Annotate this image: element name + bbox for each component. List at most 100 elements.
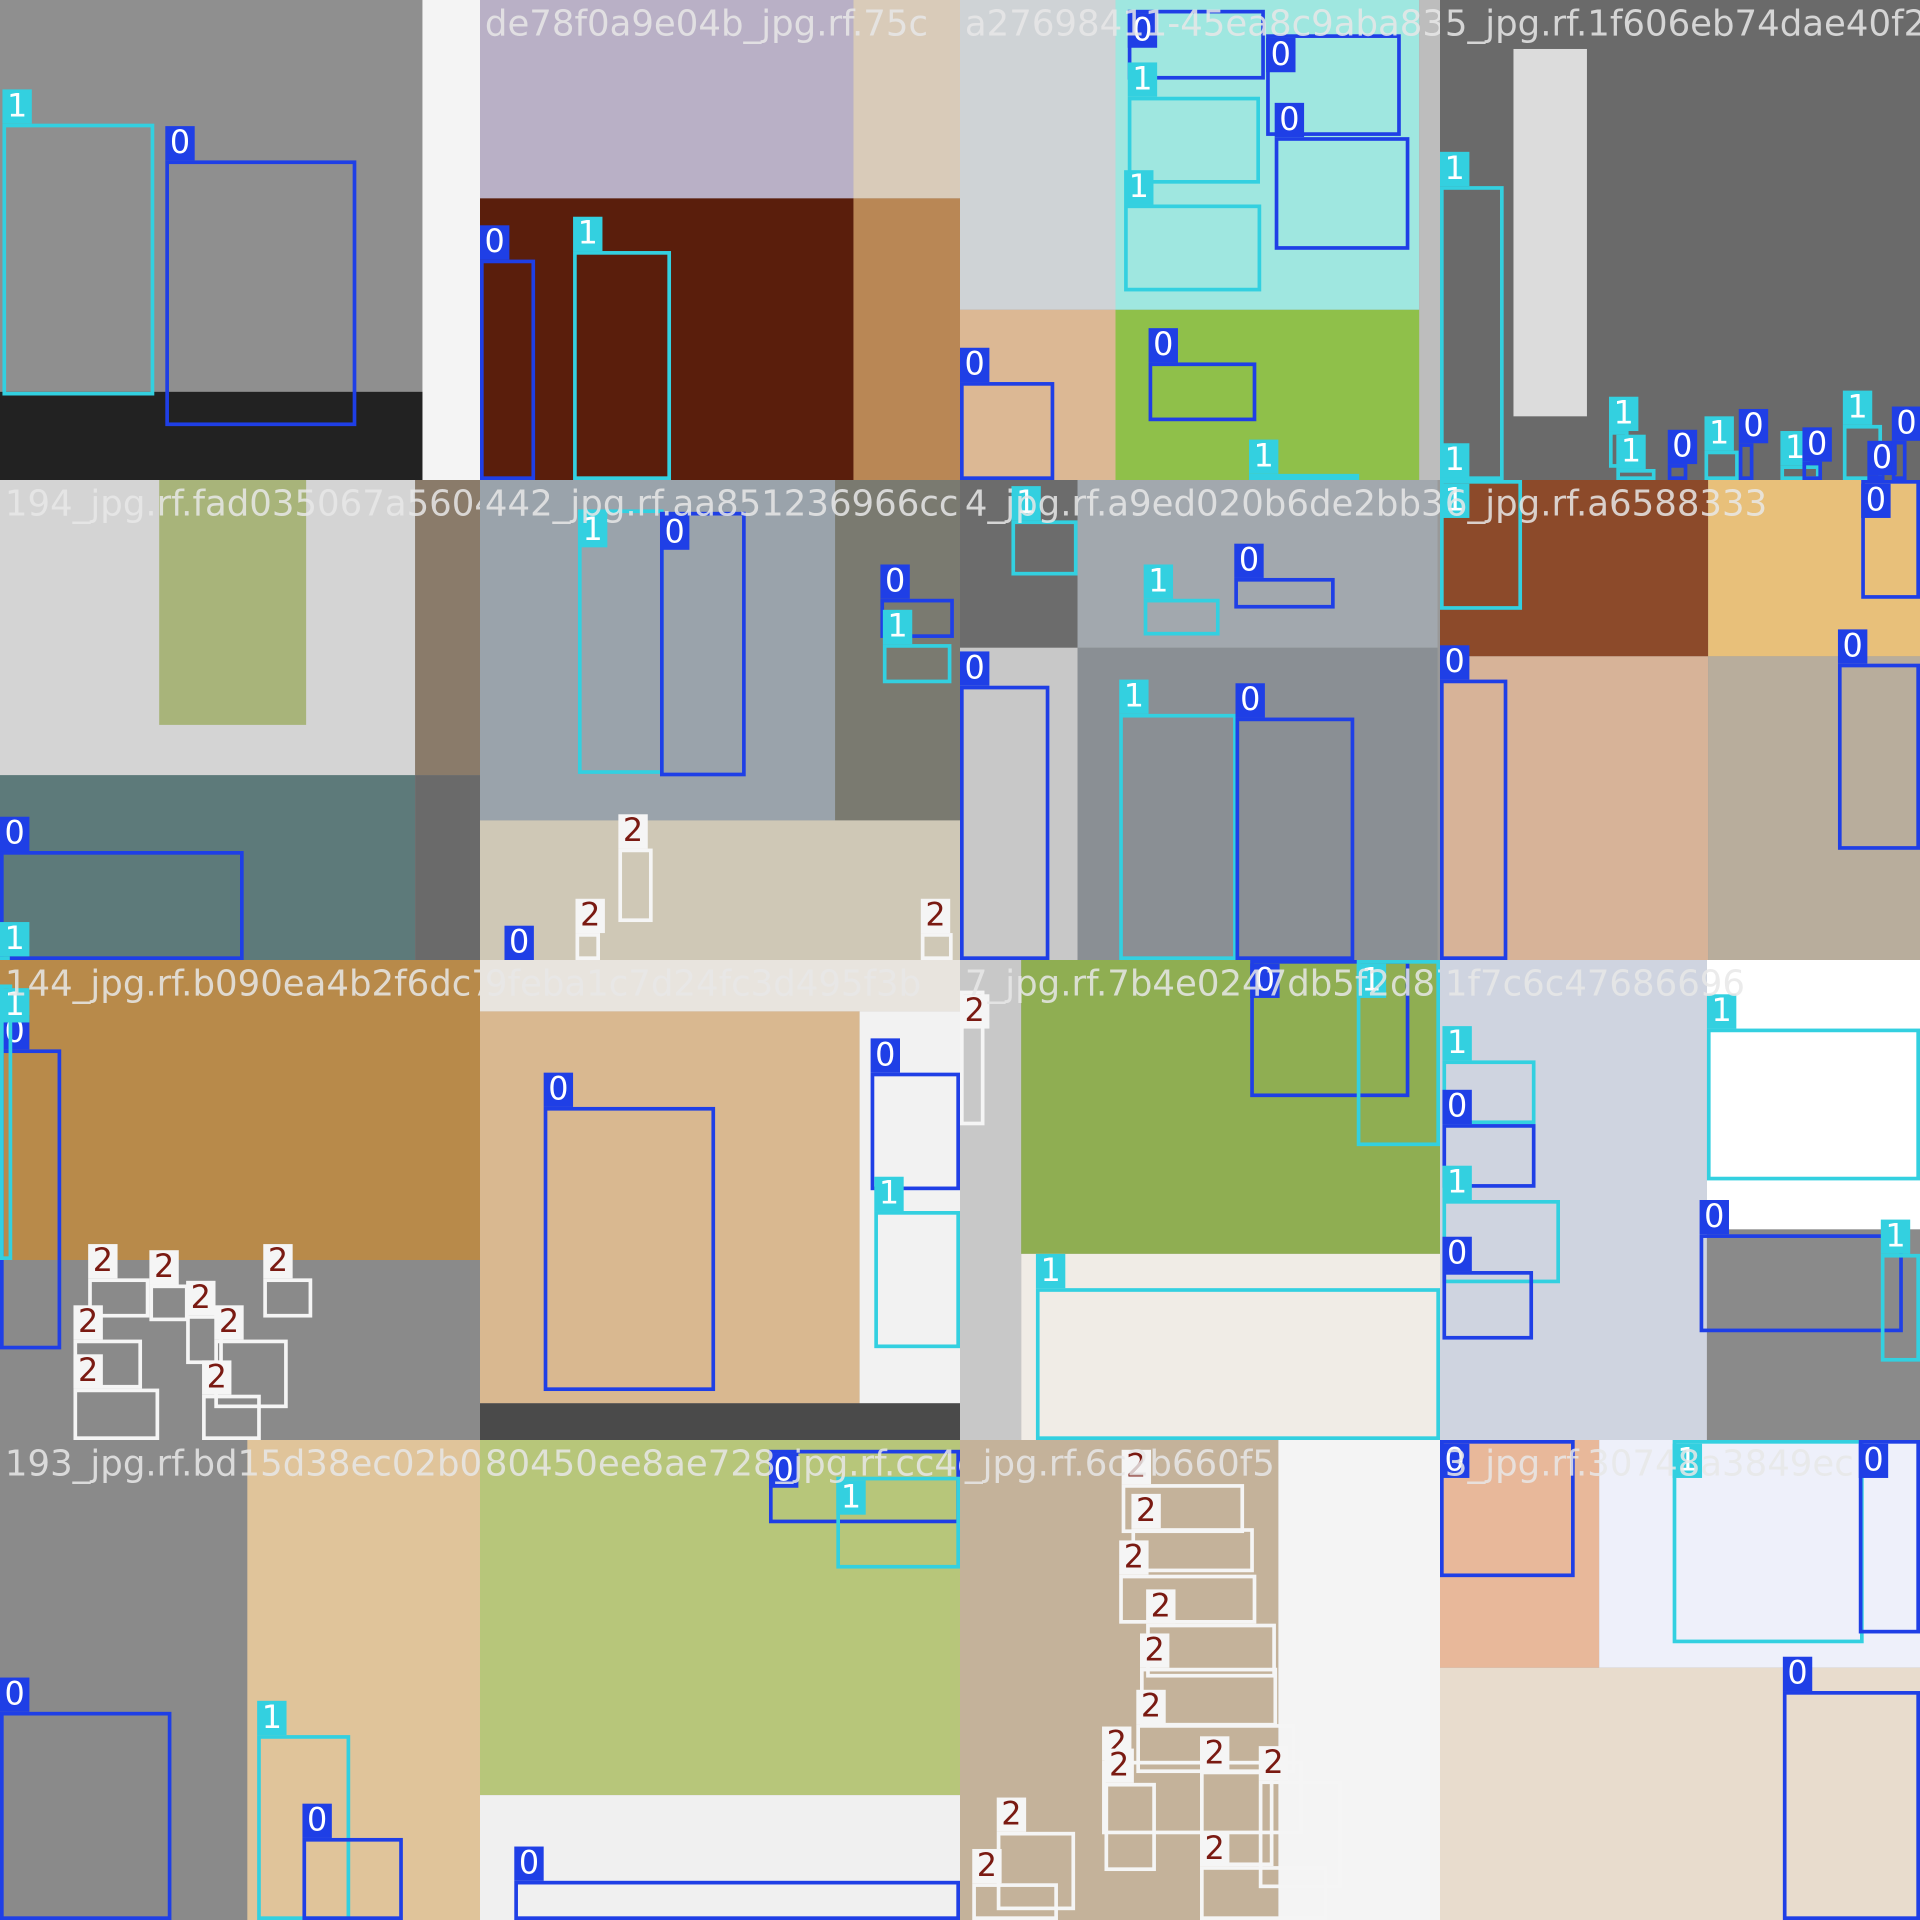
- class-label: 2: [1200, 1831, 1230, 1867]
- bounding-box-class-0: 0: [1235, 683, 1355, 960]
- class-label: 0: [880, 564, 910, 599]
- photo-region: [480, 1011, 860, 1404]
- bounding-box-class-1: 1: [0, 922, 30, 960]
- photo-region: [0, 1260, 480, 1440]
- bounding-box-class-0: 0: [1274, 102, 1410, 250]
- bounding-box-class-0: 0: [1802, 427, 1832, 480]
- class-label: 0: [1802, 427, 1832, 462]
- class-label: 2: [1104, 1748, 1134, 1783]
- class-label: 2: [202, 1360, 232, 1395]
- class-label: 2: [214, 1305, 244, 1340]
- bounding-box-class-1: 1: [836, 1476, 960, 1569]
- image-tile: 80450ee8ae728_jpg.rf.cc4e 0 1 0: [480, 1440, 960, 1920]
- photo-region: [1708, 656, 1920, 960]
- bounding-box-class-2: 2: [972, 1848, 1058, 1920]
- photo-region: [0, 960, 480, 1260]
- class-label: 0: [1867, 441, 1897, 476]
- photo-region: [480, 480, 836, 821]
- image-tile: 6_jpg.rf.a6588333 1 0 0 0: [1440, 480, 1920, 960]
- bounding-box-class-0: 0: [480, 225, 536, 480]
- bounding-box-class-1: 1: [1356, 960, 1440, 1147]
- bounding-box-class-2: 2: [1119, 1540, 1257, 1624]
- class-label: 0: [1266, 37, 1296, 72]
- class-label: 2: [996, 1797, 1027, 1832]
- class-label: 1: [0, 988, 30, 1023]
- class-label: 1: [0, 922, 30, 957]
- image-tile: de78f0a9e04b_jpg.rf.75c 0 1: [480, 0, 960, 480]
- class-label: 1: [1035, 1253, 1066, 1289]
- class-label: 0: [1699, 1200, 1729, 1235]
- photo-region: [1440, 480, 1709, 657]
- bounding-box-class-0: 0: [1738, 408, 1769, 480]
- class-label: 2: [73, 1305, 103, 1340]
- bounding-box-class-0: 0: [1782, 1656, 1920, 1920]
- bounding-box-class-1: 1: [1706, 994, 1920, 1181]
- bounding-box-class-1: 1: [573, 216, 672, 480]
- photo-region: [1440, 656, 1709, 960]
- bounding-box-class-0: 0: [1442, 1089, 1536, 1188]
- class-label: 2: [1200, 1736, 1230, 1771]
- class-label: 0: [1782, 1656, 1813, 1692]
- class-label: 1: [1442, 1165, 1472, 1200]
- bounding-box-class-1: 1: [1704, 416, 1739, 480]
- bounding-box-class-0: 0: [960, 347, 1055, 480]
- image-tile: 3_jpg.rf.30748a3849ec 0 1 0 0: [1440, 1440, 1920, 1920]
- class-label: 1: [1608, 397, 1639, 432]
- bounding-box-class-0: 0: [1234, 543, 1335, 609]
- bounding-box-class-0: 0: [1127, 9, 1265, 80]
- class-label: 1: [1440, 483, 1470, 518]
- bounding-box-class-0: 0: [543, 1072, 716, 1392]
- bounding-box-class-2: 2: [202, 1360, 261, 1440]
- class-label: 2: [186, 1280, 216, 1316]
- image-tile: 9feba1c7d24fc3d495f3b 0 0 1: [480, 960, 960, 1440]
- photo-region: [415, 480, 480, 776]
- photo-region: [1021, 960, 1440, 1254]
- class-label: 0: [1235, 683, 1265, 718]
- class-label: 2: [263, 1244, 293, 1279]
- class-label: 0: [1274, 102, 1305, 137]
- bounding-box-class-0: 0: [1667, 429, 1698, 480]
- image-tile: 5_jpg.rf.1f606eb74dae40f2b 1 1 1 1 0 1 0 1 0 1 0 0: [1440, 0, 1920, 480]
- class-label: 1: [1842, 390, 1873, 425]
- class-label: 2: [88, 1244, 118, 1279]
- image-tile: _jpg.rf.6c2b660f5 2 2 2 2 2 2 2 2 2 2 2 2 2: [960, 1440, 1440, 1920]
- class-label: 0: [0, 1677, 30, 1712]
- image-tile: 7_jpg.rf.7b4e0247db5f2d870 2 0 1 1: [960, 960, 1440, 1440]
- class-label: 1: [1442, 1026, 1472, 1061]
- bounding-box-class-1: 1: [1124, 170, 1262, 292]
- bounding-box-class-0: 0: [1148, 328, 1257, 422]
- class-label: 1: [1248, 439, 1279, 474]
- photo-region: [480, 820, 960, 960]
- class-label: 2: [149, 1250, 179, 1285]
- bounding-box-class-0: 0: [1867, 441, 1897, 480]
- bounding-box-class-0: 0: [1861, 480, 1920, 599]
- photo-region: [853, 0, 960, 199]
- class-label: 0: [1148, 328, 1178, 363]
- bounding-box-class-1: 1: [874, 1176, 960, 1349]
- photo-region: [480, 960, 960, 1012]
- class-label: 2: [972, 1848, 1002, 1884]
- bounding-box-class-2: 2: [73, 1354, 160, 1440]
- class-label: 2: [1136, 1689, 1166, 1725]
- bounding-box-class-2: 2: [575, 898, 605, 960]
- bounding-box-class-0: 0: [0, 816, 244, 960]
- bounding-box-class-2: 2: [73, 1305, 143, 1389]
- bounding-box-class-2: 2: [618, 814, 653, 923]
- class-label: 1: [1672, 1443, 1703, 1478]
- class-label: 1: [1440, 443, 1470, 478]
- bounding-box-class-2: 2: [88, 1244, 150, 1318]
- class-label: 0: [768, 1453, 799, 1488]
- class-label: 1: [1880, 1219, 1911, 1254]
- class-label: 1: [1011, 486, 1041, 521]
- class-label: 0: [960, 347, 990, 383]
- class-label: 1: [882, 609, 913, 645]
- bounding-box-class-1: 1: [1440, 443, 1470, 480]
- class-label: 2: [920, 898, 951, 934]
- image-tile: 194_jpg.rf.fad035067a5604d401: [0, 480, 480, 960]
- bounding-box-class-0: 0: [1442, 1236, 1534, 1340]
- bounding-box-class-2: 2: [263, 1244, 313, 1318]
- class-label: 0: [480, 225, 510, 260]
- class-label: 1: [257, 1700, 287, 1736]
- bounding-box-class-0: 0: [0, 1677, 172, 1920]
